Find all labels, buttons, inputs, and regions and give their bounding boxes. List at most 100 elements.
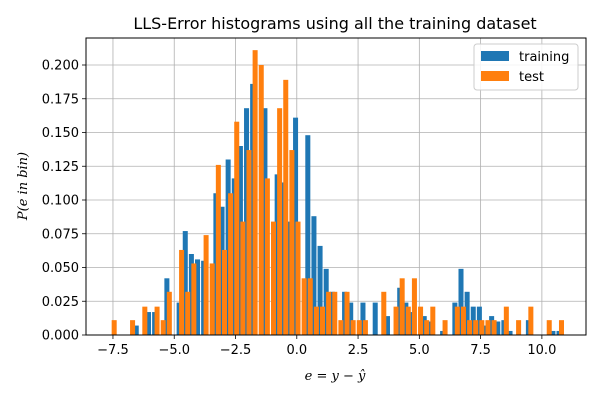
bar-test [240,221,246,335]
y-tick-label: 0.125 [42,160,79,175]
bar-test [546,320,552,335]
bar-test [454,306,460,335]
bar-test [460,306,466,335]
bar-test [344,291,350,335]
bar-test [283,79,289,335]
bar-test [130,320,136,335]
bar-test [528,306,534,335]
bars [111,50,564,336]
bar-training [145,312,152,335]
x-tick-label: 7.5 [470,343,491,358]
bar-test [234,121,240,335]
bar-test [503,306,509,335]
bar-training [317,245,323,335]
bar-training [311,216,317,335]
y-tick-label: 0.050 [42,261,79,276]
bar-test [326,291,332,335]
x-tick-label: −2.5 [220,343,252,358]
bar-training [507,330,513,335]
x-tick-label: 0.0 [286,343,307,358]
bar-test [252,50,258,336]
bar-test [479,320,485,335]
bar-test [332,291,338,335]
y-tick-label: 0.000 [42,329,79,344]
bar-test [179,249,185,335]
bar-test [215,164,221,335]
bar-training [182,231,188,335]
axis-ticks: −7.5 −5.0 −2.5 0.0 2.5 5.0 7.5 10.0 0.000 0.025 0.… [42,59,557,359]
bar-training [458,268,464,335]
bar-test [142,306,148,335]
bar-test [246,150,252,335]
bar-training [464,291,470,335]
bar-test [362,320,368,335]
bar-test [154,306,160,335]
bar-test [424,320,430,335]
bar-test [313,306,319,335]
x-tick-label: 5.0 [409,343,430,358]
bar-training [305,135,311,335]
bar-training [550,330,556,335]
bar-test [270,221,277,335]
y-tick-label: 0.150 [42,126,79,141]
bar-test [160,320,166,335]
x-axis-label: e = y − ŷ [305,369,366,384]
bar-test [430,306,436,335]
bar-training [372,302,378,335]
bar-test [203,235,209,335]
y-tick-label: 0.075 [42,227,79,242]
y-tick-label: 0.100 [42,194,79,209]
bar-test [301,278,307,335]
legend-swatch-training [481,51,509,61]
x-tick-label: 2.5 [348,343,369,358]
bar-test [393,306,399,335]
bar-test [491,320,497,335]
bar-test [185,291,191,335]
bar-test [111,320,117,335]
bar-test [485,320,491,335]
bar-test [381,291,387,335]
bar-training [348,302,354,335]
bar-test [418,306,424,335]
bar-test [467,320,473,335]
x-tick-label: −5.0 [158,343,190,358]
bar-test [258,65,264,335]
bar-test [442,320,448,335]
bar-training [384,316,390,335]
bar-test [307,278,313,335]
bar-training [495,321,501,335]
legend: training test [473,43,579,91]
bar-test [277,108,283,335]
bar-test [405,306,411,335]
bar-training [133,325,139,335]
legend-label-test: test [519,70,544,85]
bar-test [228,193,234,335]
y-axis-label: P(e in bin) [16,152,31,221]
bar-test [221,249,227,335]
plot-frame [85,37,587,336]
bar-test [516,320,522,335]
bar-training [195,259,201,335]
bar-test [411,278,417,335]
legend-swatch-test [481,71,509,81]
bar-test [338,320,344,335]
bar-test [191,263,197,335]
bar-test [295,221,301,335]
bar-test [356,320,362,335]
y-tick-label: 0.175 [42,92,79,107]
y-tick-label: 0.025 [42,295,79,310]
bar-test [558,320,564,335]
bar-test [289,150,295,335]
bar-test [473,320,479,335]
bar-training [360,302,366,335]
bar-test [209,263,215,335]
bar-test [264,178,270,335]
bar-test [399,278,405,335]
x-tick-label: −7.5 [97,343,129,358]
bar-test [166,291,172,335]
x-tick-label: 10.0 [527,343,556,358]
chart-title: LLS-Error histograms using all the train… [133,14,536,33]
bar-test [350,320,356,335]
legend-label-training: training [519,50,569,65]
